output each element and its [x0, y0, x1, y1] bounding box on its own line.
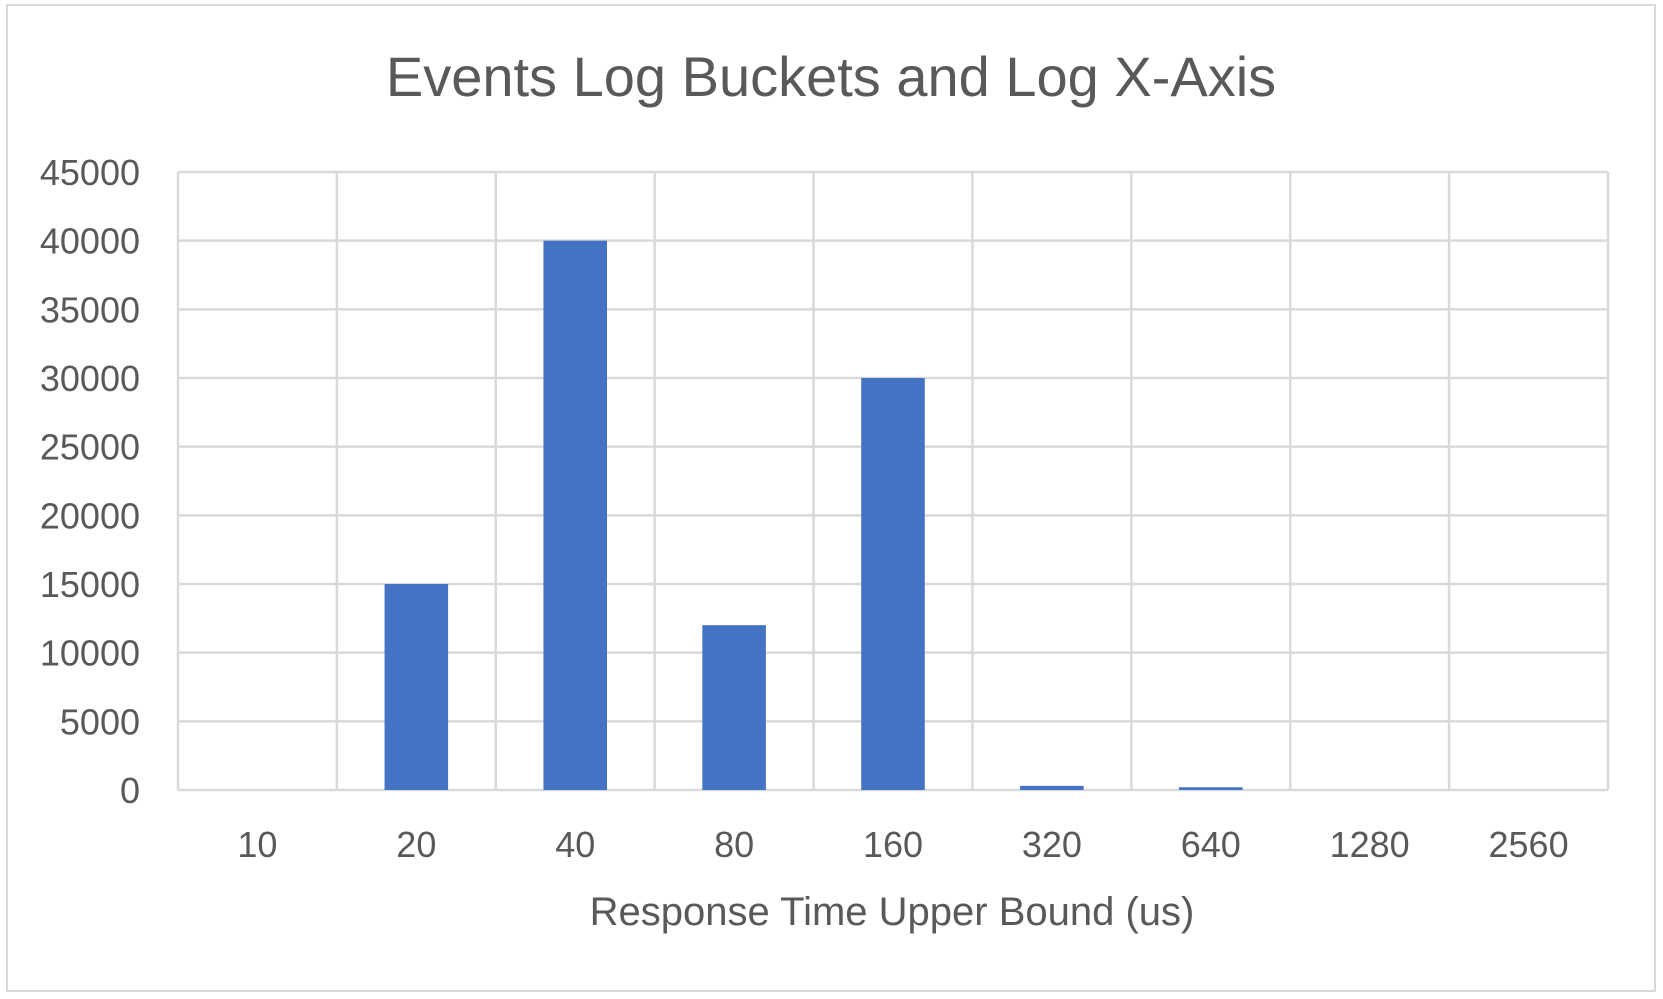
- y-tick-label: 30000: [40, 358, 140, 399]
- x-tick-label: 80: [714, 824, 754, 865]
- x-tick-label: 640: [1181, 824, 1241, 865]
- y-axis-ticks: 0 5000 10000 15000 20000 25000 30000 35000 40000…: [40, 152, 140, 811]
- x-tick-label: 320: [1022, 824, 1082, 865]
- chart-frame: [6, 4, 1656, 992]
- x-tick-label: 2560: [1489, 824, 1569, 865]
- x-axis-ticks: 10 20 40 80 160 320 640 1280 2560: [237, 824, 1568, 865]
- bar-layer: [384, 240, 1243, 790]
- bar-320: [1020, 785, 1084, 790]
- bar-20: [384, 584, 449, 790]
- y-tick-label: 25000: [40, 427, 140, 468]
- bar-640: [1179, 787, 1243, 790]
- grid-layer: [176, 170, 1610, 792]
- bar-80: [702, 625, 766, 790]
- x-tick-label: 160: [863, 824, 923, 865]
- bar-40: [543, 240, 607, 790]
- y-tick-label: 20000: [40, 495, 140, 536]
- x-axis-label: Response Time Upper Bound (us): [590, 890, 1195, 934]
- y-tick-label: 40000: [40, 221, 140, 262]
- y-tick-label: 0: [120, 770, 140, 811]
- y-tick-label: 45000: [40, 152, 140, 193]
- y-tick-label: 15000: [40, 564, 140, 605]
- x-tick-label: 1280: [1330, 824, 1410, 865]
- y-tick-label: 10000: [40, 633, 140, 674]
- bar-160: [861, 378, 925, 790]
- y-tick-label: 5000: [60, 701, 140, 742]
- x-tick-label: 10: [237, 824, 277, 865]
- y-tick-label: 35000: [40, 289, 140, 330]
- x-tick-label: 40: [555, 824, 595, 865]
- chart-title: Events Log Buckets and Log X-Axis: [386, 45, 1276, 108]
- x-tick-label: 20: [396, 824, 436, 865]
